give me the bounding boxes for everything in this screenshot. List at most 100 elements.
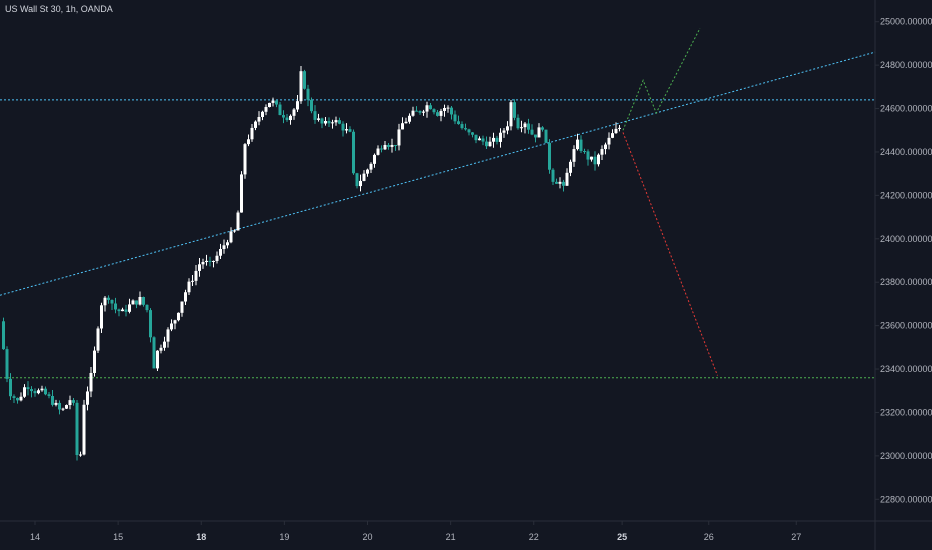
candle-body bbox=[481, 138, 485, 142]
candle-body bbox=[324, 120, 327, 124]
candle bbox=[173, 319, 177, 330]
candle-body bbox=[376, 148, 380, 155]
candle-body bbox=[236, 212, 240, 231]
candle bbox=[555, 178, 558, 184]
candle bbox=[565, 168, 569, 186]
candle bbox=[313, 105, 317, 124]
candle bbox=[425, 101, 429, 118]
candle bbox=[30, 386, 33, 398]
candle-body bbox=[425, 105, 429, 112]
candle-body bbox=[488, 141, 492, 147]
price-tick-label: 24600.00000 bbox=[880, 104, 932, 114]
candle-body bbox=[317, 118, 320, 120]
candle-body bbox=[394, 144, 397, 146]
candle bbox=[107, 295, 110, 304]
candle bbox=[341, 121, 345, 137]
price-tick-label: 23000.00000 bbox=[880, 451, 932, 461]
bearish-projection bbox=[622, 132, 718, 376]
candle-body bbox=[156, 350, 159, 369]
candle-body bbox=[82, 404, 86, 455]
candle-body bbox=[177, 312, 180, 321]
candle-body bbox=[352, 131, 355, 174]
price-axis[interactable]: 25000.00000 24800.00000 24600.00000 24400.0… bbox=[875, 17, 932, 505]
candle-body bbox=[215, 255, 219, 261]
candle-body bbox=[583, 151, 586, 153]
candle bbox=[138, 291, 142, 306]
candle-body bbox=[254, 121, 257, 128]
candle-body bbox=[334, 120, 338, 123]
candle bbox=[40, 385, 44, 392]
candle bbox=[506, 121, 509, 135]
candle-body bbox=[306, 88, 310, 100]
candle-body bbox=[107, 297, 110, 300]
candle bbox=[82, 399, 86, 456]
candle-body bbox=[131, 300, 135, 305]
candle-body bbox=[184, 292, 187, 302]
candle bbox=[576, 133, 579, 151]
candle-body bbox=[600, 149, 604, 155]
candle-body bbox=[205, 260, 208, 263]
candle bbox=[257, 111, 261, 126]
candle bbox=[380, 145, 383, 153]
candle-body bbox=[68, 400, 72, 406]
candle bbox=[366, 168, 369, 177]
time-tick-label: 22 bbox=[529, 532, 539, 542]
candle bbox=[558, 177, 562, 189]
candle bbox=[72, 398, 75, 406]
candle-body bbox=[51, 395, 54, 405]
time-axis[interactable]: 14 15 18 19 20 21 22 25 26 27 bbox=[30, 521, 801, 542]
candle-body bbox=[9, 378, 12, 397]
candle-body bbox=[530, 129, 534, 135]
candle bbox=[369, 162, 373, 174]
candle bbox=[492, 132, 495, 148]
candle bbox=[523, 121, 527, 134]
candle bbox=[604, 142, 607, 155]
candle bbox=[226, 239, 229, 249]
candle bbox=[19, 392, 23, 402]
candle-body bbox=[558, 181, 562, 184]
candle-body bbox=[390, 144, 394, 147]
candle bbox=[191, 274, 194, 286]
price-tick-label: 23800.00000 bbox=[880, 277, 932, 287]
candle-body bbox=[240, 174, 243, 213]
candle-body bbox=[222, 245, 226, 249]
candle bbox=[219, 243, 222, 259]
candle-body bbox=[180, 301, 184, 313]
candle-body bbox=[443, 107, 446, 111]
price-tick-label: 24400.00000 bbox=[880, 147, 932, 157]
candle bbox=[292, 107, 296, 120]
candle bbox=[443, 104, 446, 117]
candle bbox=[306, 84, 310, 107]
candle-body bbox=[292, 109, 296, 116]
candle-body bbox=[569, 161, 572, 173]
candle bbox=[212, 260, 215, 268]
candle bbox=[320, 117, 324, 129]
candle-body bbox=[537, 127, 541, 138]
candle bbox=[236, 210, 240, 231]
candle bbox=[548, 139, 551, 174]
candle bbox=[229, 227, 233, 244]
candle-body bbox=[72, 400, 75, 403]
candle-body bbox=[86, 391, 89, 405]
candle-body bbox=[303, 71, 306, 89]
candle bbox=[180, 301, 184, 317]
candle bbox=[397, 123, 401, 151]
time-tick-label: 14 bbox=[30, 532, 40, 542]
candle-body bbox=[33, 391, 37, 394]
candle-body bbox=[299, 71, 303, 102]
candle-body bbox=[611, 133, 614, 138]
candle bbox=[310, 97, 313, 114]
candle-body bbox=[355, 173, 359, 187]
candle-body bbox=[233, 230, 236, 232]
candle bbox=[271, 97, 275, 107]
candle-body bbox=[478, 138, 481, 141]
candle-body bbox=[471, 132, 474, 135]
candle bbox=[541, 126, 544, 132]
candle-body bbox=[313, 111, 317, 120]
candle-body bbox=[331, 122, 334, 124]
candle bbox=[467, 128, 471, 136]
candle-body bbox=[23, 387, 26, 397]
candle bbox=[65, 404, 68, 409]
